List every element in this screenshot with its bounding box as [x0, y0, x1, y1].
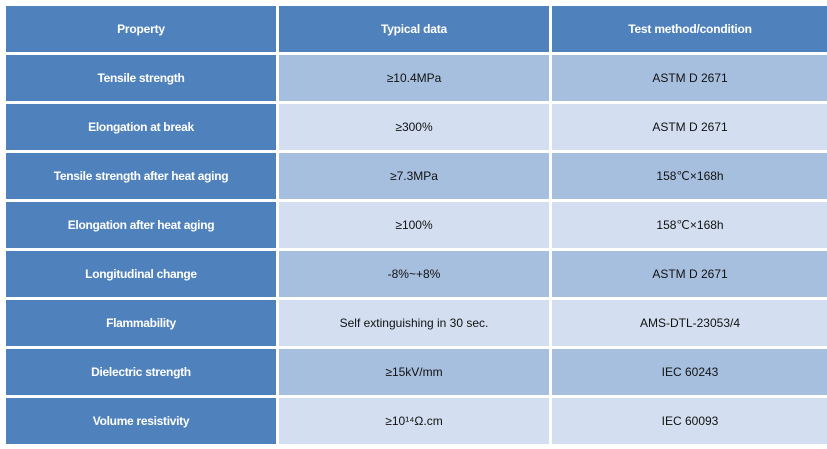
header-row: Property Typical data Test method/condit… — [6, 6, 827, 52]
property-cell: Dielectric strength — [6, 349, 276, 395]
typical-data-cell: ≥10.4MPa — [279, 55, 549, 101]
table-row: Elongation at break ≥300% ASTM D 2671 — [6, 104, 827, 150]
table-row: Tensile strength after heat aging ≥7.3MP… — [6, 153, 827, 199]
typical-data-cell: ≥15kV/mm — [279, 349, 549, 395]
property-cell: Flammability — [6, 300, 276, 346]
property-cell: Longitudinal change — [6, 251, 276, 297]
table-header: Property Typical data Test method/condit… — [6, 6, 827, 52]
header-property: Property — [6, 6, 276, 52]
typical-data-cell: ≥300% — [279, 104, 549, 150]
property-cell: Elongation after heat aging — [6, 202, 276, 248]
test-method-cell: ASTM D 2671 — [552, 55, 827, 101]
test-method-cell: 158℃×168h — [552, 202, 827, 248]
typical-data-cell: ≥100% — [279, 202, 549, 248]
property-cell: Tensile strength — [6, 55, 276, 101]
table-row: Tensile strength ≥10.4MPa ASTM D 2671 — [6, 55, 827, 101]
test-method-cell: IEC 60243 — [552, 349, 827, 395]
table-row: Volume resistivity ≥10¹⁴Ω.cm IEC 60093 — [6, 398, 827, 444]
test-method-cell: IEC 60093 — [552, 398, 827, 444]
typical-data-cell: ≥7.3MPa — [279, 153, 549, 199]
test-method-cell: 158℃×168h — [552, 153, 827, 199]
test-method-cell: ASTM D 2671 — [552, 251, 827, 297]
typical-data-cell: -8%~+8% — [279, 251, 549, 297]
table-row: Flammability Self extinguishing in 30 se… — [6, 300, 827, 346]
property-cell: Volume resistivity — [6, 398, 276, 444]
properties-table: Property Typical data Test method/condit… — [3, 3, 827, 447]
header-test-method: Test method/condition — [552, 6, 827, 52]
property-cell: Elongation at break — [6, 104, 276, 150]
typical-data-cell: Self extinguishing in 30 sec. — [279, 300, 549, 346]
test-method-cell: ASTM D 2671 — [552, 104, 827, 150]
header-typical-data: Typical data — [279, 6, 549, 52]
table-row: Longitudinal change -8%~+8% ASTM D 2671 — [6, 251, 827, 297]
property-cell: Tensile strength after heat aging — [6, 153, 276, 199]
typical-data-cell: ≥10¹⁴Ω.cm — [279, 398, 549, 444]
test-method-cell: AMS-DTL-23053/4 — [552, 300, 827, 346]
table-row: Elongation after heat aging ≥100% 158℃×1… — [6, 202, 827, 248]
table-body: Tensile strength ≥10.4MPa ASTM D 2671 El… — [6, 55, 827, 444]
table-row: Dielectric strength ≥15kV/mm IEC 60243 — [6, 349, 827, 395]
